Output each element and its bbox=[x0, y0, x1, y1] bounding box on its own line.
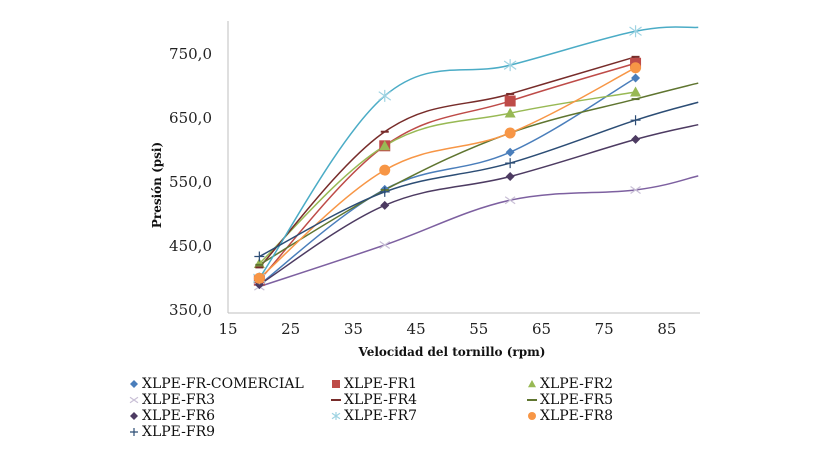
legend-label: XLPE-FR3 bbox=[142, 392, 216, 408]
series-line-xlpe-fr5 bbox=[258, 82, 699, 266]
legend-item: XLPE-FR8 bbox=[526, 408, 648, 424]
data-point-xlpe-fr6 bbox=[631, 134, 641, 144]
legend-label: XLPE-FR5 bbox=[540, 392, 614, 408]
legend-marker-x-icon bbox=[129, 396, 139, 404]
y-tick-label: 750,0 bbox=[169, 45, 212, 63]
x-tick-label: 65 bbox=[532, 320, 551, 338]
data-point-xlpe-fr3 bbox=[379, 241, 391, 249]
legend-label: XLPE-FR4 bbox=[344, 392, 418, 408]
legend-marker-dash-icon bbox=[527, 399, 537, 401]
y-tick-labels: 350,0 450,0 550,0 650,0 750,0 bbox=[169, 45, 212, 319]
x-tick-label: 55 bbox=[469, 320, 488, 338]
legend-marker-circle-icon bbox=[528, 412, 536, 420]
legend-marker-triangle-icon bbox=[528, 380, 536, 388]
data-point-xlpe-fr6 bbox=[380, 200, 390, 210]
y-axis-title: Presión (psi) bbox=[150, 142, 164, 228]
data-point-xlpe-fr8 bbox=[504, 127, 516, 139]
legend-item: XLPE-FR6 bbox=[128, 408, 330, 424]
legend-marker-plus-icon bbox=[130, 428, 138, 436]
x-tick-label: 15 bbox=[218, 320, 237, 338]
legend: XLPE-FR-COMERCIAL XLPE-FR1 XLPE-FR2 XLPE-FR… bbox=[128, 376, 648, 440]
legend-row: XLPE-FR9 bbox=[128, 424, 648, 440]
legend-swatch bbox=[332, 380, 340, 388]
legend-label: XLPE-FR1 bbox=[344, 376, 418, 392]
chart: 350,0 450,0 550,0 650,0 750,0 15 25 35 45 55 65 75… bbox=[150, 21, 700, 359]
legend-label: XLPE-FR2 bbox=[540, 376, 614, 392]
data-point-xlpe-fr8 bbox=[630, 62, 642, 74]
data-point-xlpe-fr3 bbox=[504, 196, 516, 205]
data-point-xlpe-fr1 bbox=[504, 95, 516, 107]
series-line-xlpe-fr2 bbox=[258, 91, 636, 265]
legend-swatch bbox=[130, 380, 138, 388]
data-point-xlpe-fr-comercial bbox=[505, 147, 515, 157]
legend-item: XLPE-FR9 bbox=[128, 424, 330, 440]
legend-label: XLPE-FR7 bbox=[344, 408, 418, 424]
legend-swatch bbox=[130, 412, 138, 420]
legend-marker-dash-icon bbox=[331, 399, 341, 401]
y-tick-label: 350,0 bbox=[169, 301, 212, 319]
legend-swatch bbox=[129, 396, 139, 404]
data-point-xlpe-fr7 bbox=[378, 89, 392, 102]
y-tick-label: 450,0 bbox=[169, 237, 212, 255]
y-tick-label: 650,0 bbox=[169, 109, 212, 127]
x-tick-labels: 15 25 35 45 55 65 75 85 bbox=[218, 320, 676, 338]
series-markers bbox=[253, 25, 642, 291]
data-point-xlpe-fr3 bbox=[630, 185, 641, 194]
x-tick-label: 35 bbox=[344, 320, 363, 338]
data-point-xlpe-fr7 bbox=[503, 59, 517, 72]
legend-label: XLPE-FR8 bbox=[540, 408, 614, 424]
series-line-xlpe-fr3 bbox=[259, 175, 699, 288]
data-point-xlpe-fr9 bbox=[379, 186, 390, 197]
legend-row: XLPE-FR-COMERCIAL XLPE-FR1 XLPE-FR2 bbox=[128, 376, 648, 392]
data-point-xlpe-fr2 bbox=[504, 107, 516, 118]
data-point-xlpe-fr6 bbox=[505, 172, 515, 182]
legend-marker-square-icon bbox=[332, 380, 340, 388]
legend-item: XLPE-FR-COMERCIAL bbox=[128, 376, 330, 392]
legend-row: XLPE-FR6 XLPE-FR7 XLPE-FR8 bbox=[128, 408, 648, 424]
legend-item: XLPE-FR4 bbox=[330, 392, 526, 408]
y-tick-label: 550,0 bbox=[169, 173, 212, 191]
x-axis-title: Velocidad del tornillo (rpm) bbox=[358, 345, 546, 359]
legend-item: XLPE-FR2 bbox=[526, 376, 648, 392]
legend-label: XLPE-FR9 bbox=[142, 424, 216, 440]
data-point-xlpe-fr9 bbox=[254, 251, 265, 262]
legend-marker-diamond-icon bbox=[130, 380, 138, 388]
legend-item: XLPE-FR5 bbox=[526, 392, 648, 408]
data-point-xlpe-fr2 bbox=[630, 86, 642, 97]
series-line-xlpe-fr-comercial bbox=[258, 77, 636, 286]
data-point-xlpe-fr-comercial bbox=[631, 73, 641, 83]
legend-marker-diamond-icon bbox=[130, 412, 138, 420]
series-line-xlpe-fr6 bbox=[258, 123, 699, 286]
x-tick-label: 75 bbox=[595, 320, 614, 338]
data-point-xlpe-fr2 bbox=[379, 140, 391, 151]
data-point-xlpe-fr9 bbox=[630, 115, 641, 126]
legend-item: XLPE-FR1 bbox=[330, 376, 526, 392]
legend-item: XLPE-FR3 bbox=[128, 392, 330, 408]
data-point-xlpe-fr8 bbox=[253, 272, 265, 284]
x-tick-label: 25 bbox=[281, 320, 300, 338]
legend-marker-asterisk-icon bbox=[331, 412, 341, 420]
series-line-xlpe-fr4 bbox=[258, 56, 636, 268]
data-point-xlpe-fr7 bbox=[629, 25, 642, 38]
legend-swatch bbox=[528, 380, 536, 388]
legend-swatch bbox=[331, 412, 341, 420]
series-line-xlpe-fr8 bbox=[258, 67, 636, 279]
legend-label: XLPE-FR6 bbox=[142, 408, 216, 424]
x-tick-label: 85 bbox=[657, 320, 676, 338]
legend-swatch bbox=[528, 412, 536, 420]
series-line-xlpe-fr9 bbox=[259, 101, 699, 258]
legend-label: XLPE-FR-COMERCIAL bbox=[142, 376, 304, 392]
legend-item: XLPE-FR7 bbox=[330, 408, 526, 424]
legend-row: XLPE-FR3 XLPE-FR4 XLPE-FR5 bbox=[128, 392, 648, 408]
legend-swatch bbox=[130, 428, 138, 436]
series-line-xlpe-fr1 bbox=[258, 62, 636, 281]
data-point-xlpe-fr8 bbox=[379, 164, 391, 176]
x-tick-label: 45 bbox=[407, 320, 426, 338]
data-point-xlpe-fr9 bbox=[505, 158, 516, 169]
